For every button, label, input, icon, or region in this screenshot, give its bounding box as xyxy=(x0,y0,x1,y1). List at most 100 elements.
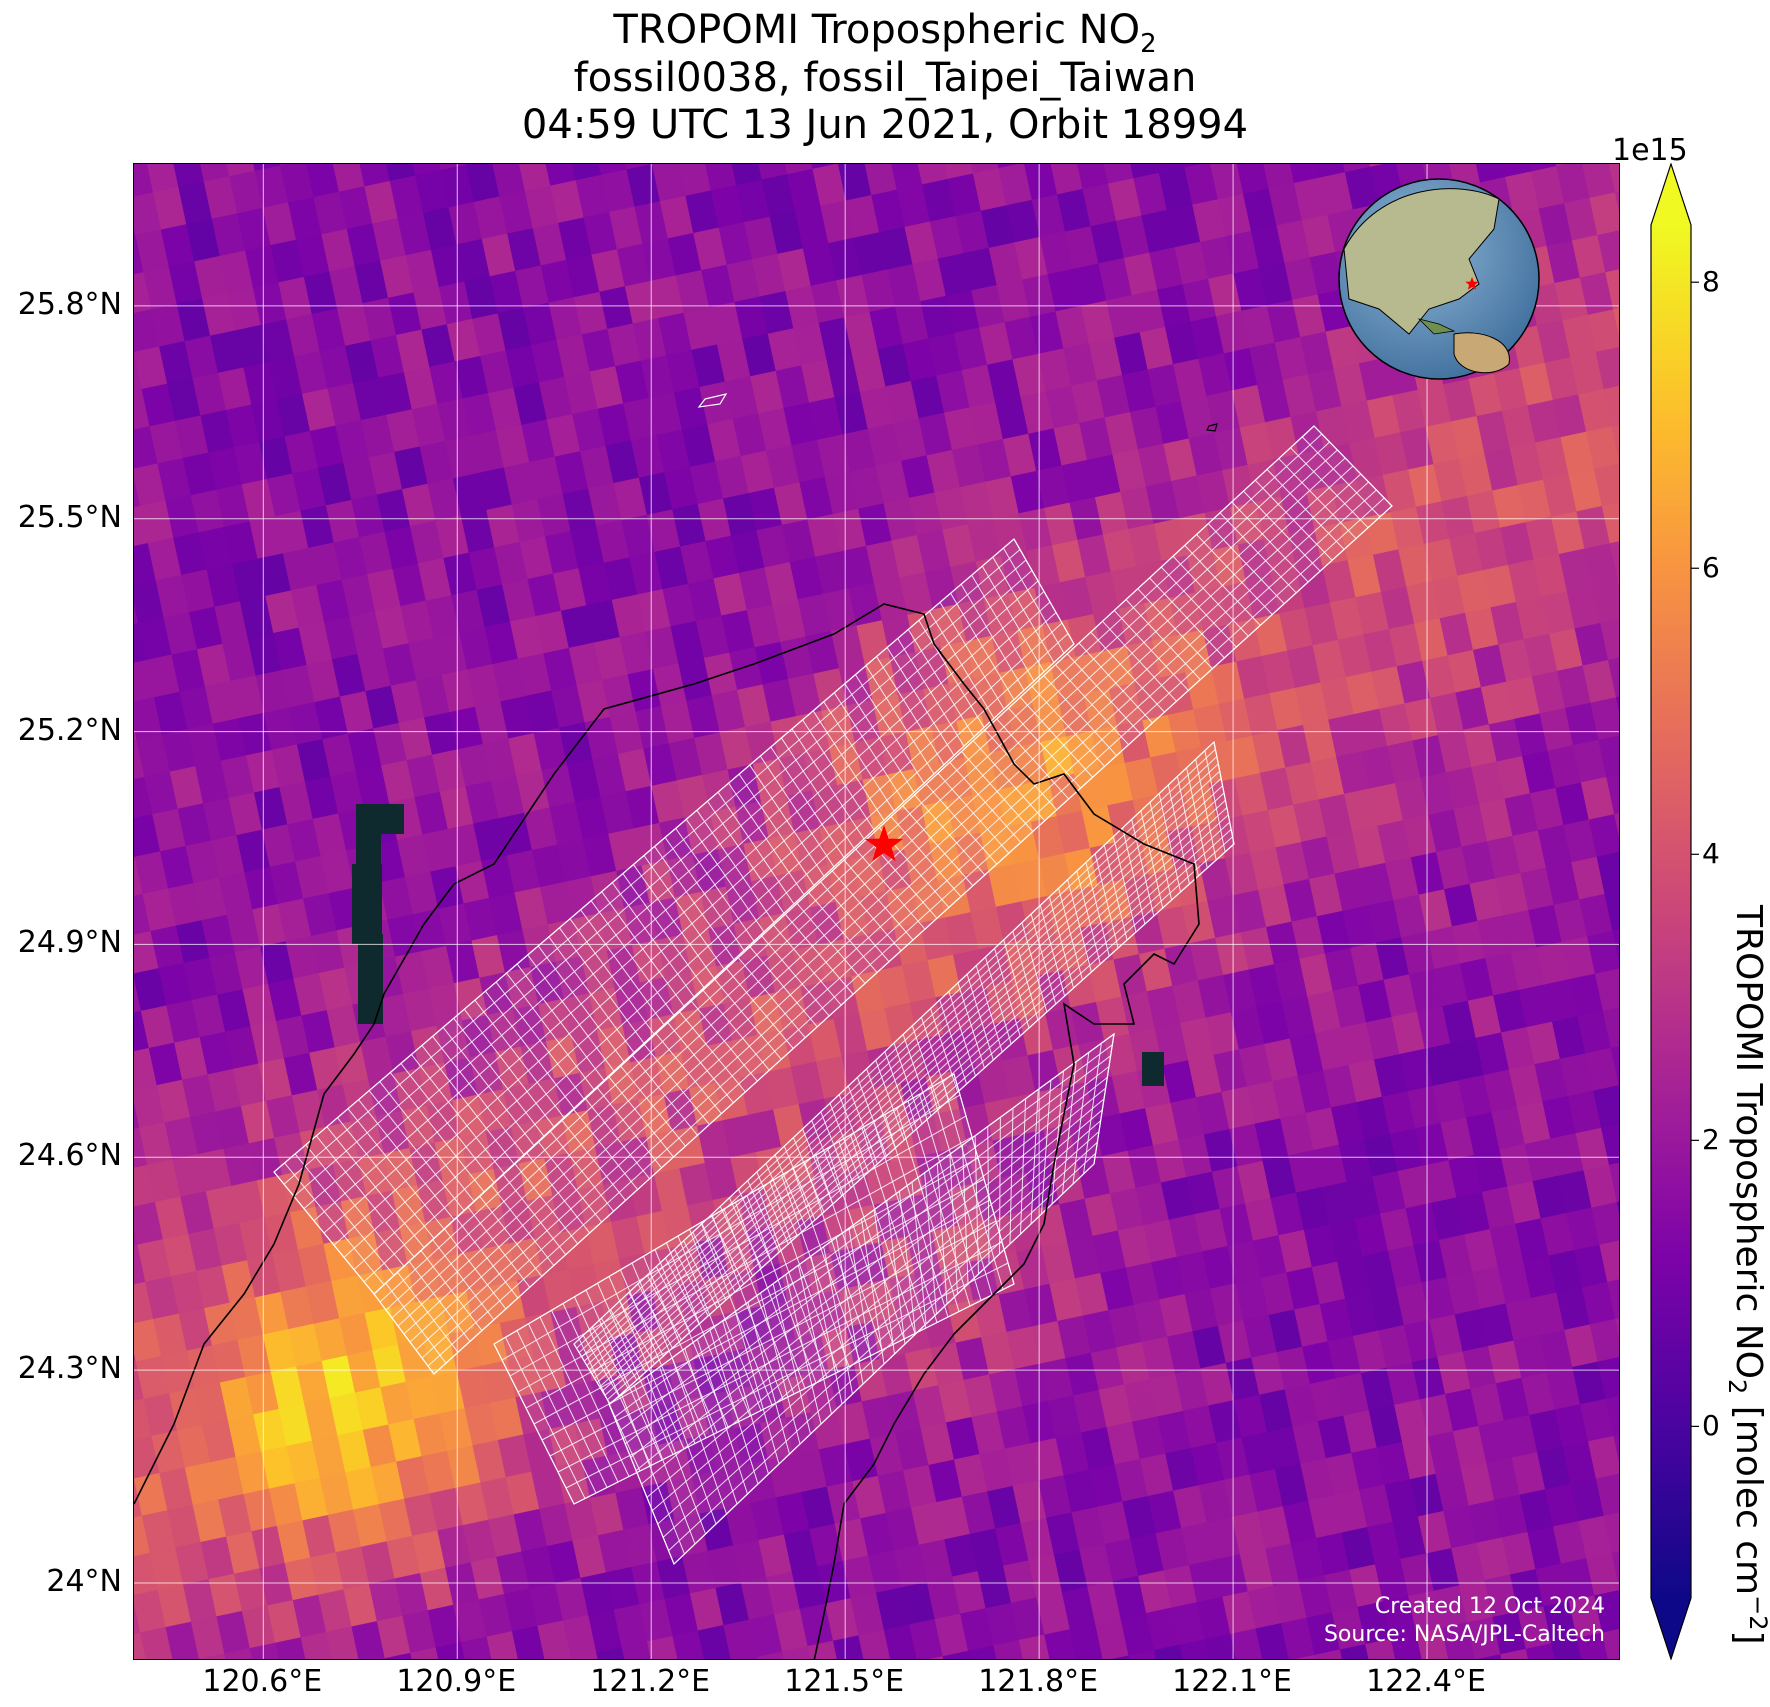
no2-pixel xyxy=(825,976,861,1020)
no2-pixel xyxy=(1081,805,1117,849)
no2-pixel xyxy=(756,524,791,569)
no2-pixel xyxy=(278,1403,314,1447)
inset-globe xyxy=(1338,178,1540,380)
no2-pixel xyxy=(1076,1155,1112,1200)
no2-pixel xyxy=(1151,1256,1186,1301)
no2-pixel xyxy=(1111,1070,1147,1115)
no2-pixel xyxy=(809,397,844,441)
no2-pixel xyxy=(977,438,1012,483)
no2-pixel xyxy=(689,1587,725,1632)
no2-pixel xyxy=(589,987,624,1032)
no2-pixel xyxy=(537,493,572,538)
no2-pixel xyxy=(172,1153,207,1198)
no2-pixel xyxy=(548,1423,584,1468)
no2-pixel xyxy=(680,540,715,585)
no2-pixel xyxy=(183,1579,218,1623)
no2-pixel xyxy=(239,595,275,640)
no2-pixel xyxy=(1019,1012,1055,1057)
no2-pixel xyxy=(175,920,211,964)
no2-pixel xyxy=(189,1111,225,1156)
no2-pixel xyxy=(812,164,847,207)
no2-pixel xyxy=(1230,1628,1265,1659)
no2-pixel xyxy=(489,270,525,315)
title-subscript: 2 xyxy=(1140,29,1157,59)
no2-pixel xyxy=(284,1557,320,1602)
no2-pixel xyxy=(378,1498,414,1543)
no2-pixel xyxy=(844,1438,879,1483)
no2-pixel xyxy=(938,1379,973,1424)
no2-pixel xyxy=(1073,1389,1108,1434)
no2-pixel xyxy=(327,382,363,427)
no2-pixel xyxy=(781,519,817,564)
no2-pixel xyxy=(444,1057,479,1101)
no2-pixel xyxy=(593,164,628,176)
no2-pixel xyxy=(496,929,532,974)
no2-pixel xyxy=(761,174,797,218)
no2-pixel xyxy=(595,1141,630,1186)
latitude-label: 24.3°N xyxy=(17,1351,122,1387)
no2-pixel xyxy=(1044,1629,1079,1659)
no2-pixel xyxy=(532,222,568,267)
no2-pixel xyxy=(149,1547,185,1591)
no2-pixel xyxy=(134,1478,144,1523)
no2-pixel xyxy=(134,856,144,901)
no2-pixel xyxy=(330,770,365,815)
no2-pixel xyxy=(249,1642,285,1659)
no2-pixel xyxy=(386,409,421,453)
no2-pixel xyxy=(1204,1633,1240,1659)
no2-pixel xyxy=(699,381,734,426)
no2-pixel xyxy=(219,1376,255,1421)
map-canvas[interactable] xyxy=(134,164,1620,1660)
no2-pixel xyxy=(535,610,570,655)
no2-pixel xyxy=(542,164,577,187)
no2-pixel xyxy=(197,1148,233,1193)
no2-pixel xyxy=(689,461,725,505)
no2-pixel xyxy=(1041,1241,1077,1285)
map-panel[interactable]: Created 12 Oct 2024 Source: NASA/JPL-Cal… xyxy=(133,163,1620,1660)
no2-pixel xyxy=(326,1626,361,1659)
no2-pixel xyxy=(446,318,482,363)
longitude-label: 122.1°E xyxy=(1172,1664,1292,1699)
no2-pixel xyxy=(683,307,719,351)
colorbar-max-extend xyxy=(1651,163,1691,225)
no2-pixel xyxy=(576,679,612,724)
no2-pixel xyxy=(667,232,703,277)
no2-pixel xyxy=(495,424,531,469)
no2-pixel xyxy=(321,228,356,273)
no2-pixel xyxy=(860,891,896,935)
no2-pixel xyxy=(451,589,486,634)
no2-pixel xyxy=(859,386,895,430)
no2-pixel xyxy=(808,1018,843,1063)
no2-pixel xyxy=(134,697,164,741)
no2-pixel xyxy=(572,1535,607,1579)
no2-pixel xyxy=(160,845,195,890)
no2-pixel xyxy=(670,620,705,665)
no2-pixel xyxy=(505,1471,541,1516)
no2-pixel xyxy=(176,298,212,343)
no2-pixel xyxy=(443,552,478,597)
no2-pixel xyxy=(709,301,744,346)
no2-pixel xyxy=(138,617,173,662)
no2-pixel xyxy=(153,691,189,736)
latitude-label: 25.8°N xyxy=(17,286,122,322)
no2-pixel xyxy=(252,282,288,326)
no2-pixel xyxy=(134,351,143,396)
no2-pixel xyxy=(799,1603,835,1648)
no2-pixel xyxy=(380,255,415,299)
no2-pixel xyxy=(175,1541,210,1586)
no2-pixel xyxy=(403,366,439,411)
no2-pixel xyxy=(134,1201,164,1246)
no2-pixel xyxy=(245,1371,280,1416)
no2-pixel xyxy=(198,526,234,571)
no2-pixel xyxy=(225,404,261,449)
no2-pixel xyxy=(284,430,320,475)
no2-pixel xyxy=(455,860,491,905)
no2-pixel xyxy=(909,1618,944,1659)
no2-pixel xyxy=(1051,1161,1086,1206)
no2-pixel xyxy=(963,1374,999,1418)
no2-pixel xyxy=(457,743,492,788)
no2-pixel xyxy=(358,1153,393,1197)
no2-pixel xyxy=(1070,1001,1105,1046)
no2-pixel xyxy=(276,393,312,438)
no2-pixel xyxy=(659,195,695,240)
